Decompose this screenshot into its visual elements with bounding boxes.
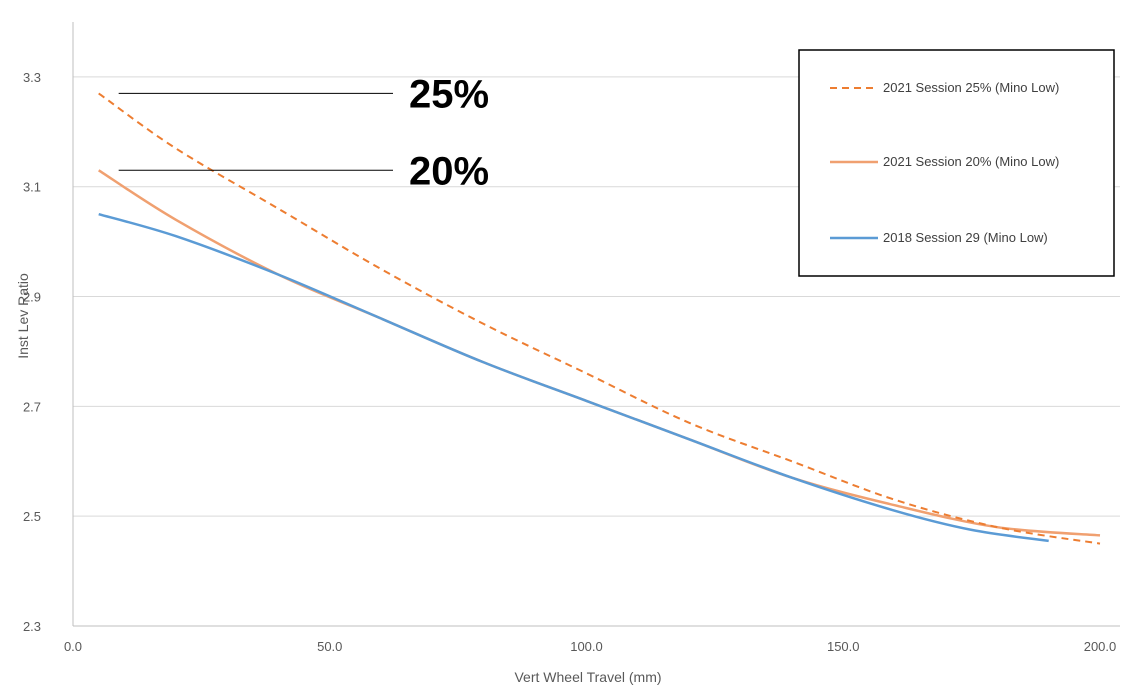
y-axis-title: Inst Lev Ratio	[15, 273, 31, 359]
callout-label: 20%	[409, 149, 489, 193]
legend-label-session-20: 2021 Session 20% (Mino Low)	[883, 154, 1059, 169]
x-tick-label: 0.0	[64, 639, 82, 654]
series-line-session-25	[98, 92, 1101, 545]
y-tick-label: 2.7	[23, 399, 41, 414]
y-tick-label: 3.3	[23, 70, 41, 85]
x-tick-label: 200.0	[1084, 639, 1117, 654]
legend-label-session-25: 2021 Session 25% (Mino Low)	[883, 80, 1059, 95]
x-tick-label: 50.0	[317, 639, 342, 654]
callout-label: 25%	[409, 72, 489, 116]
axes: 2.3 2.5 2.7 2.9 3.1 3.3 0.0 50.0 100.0 150.0 200.0	[23, 22, 1120, 654]
legend-label-session-2018: 2018 Session 29 (Mino Low)	[883, 230, 1048, 245]
series-lines	[98, 92, 1101, 545]
y-tick-label: 2.9	[23, 290, 41, 305]
x-tick-label: 100.0	[570, 639, 603, 654]
y-tick-label: 2.5	[23, 509, 41, 524]
x-axis-title: Vert Wheel Travel (mm)	[514, 669, 661, 685]
callouts: 25% 20%	[118, 72, 489, 193]
y-tick-label: 3.1	[23, 180, 41, 195]
legend: 2021 Session 25% (Mino Low) 2021 Session…	[798, 49, 1115, 277]
y-tick-label: 2.3	[23, 619, 41, 634]
x-tick-label: 150.0	[827, 639, 860, 654]
series-line-session-2018	[98, 212, 1049, 543]
